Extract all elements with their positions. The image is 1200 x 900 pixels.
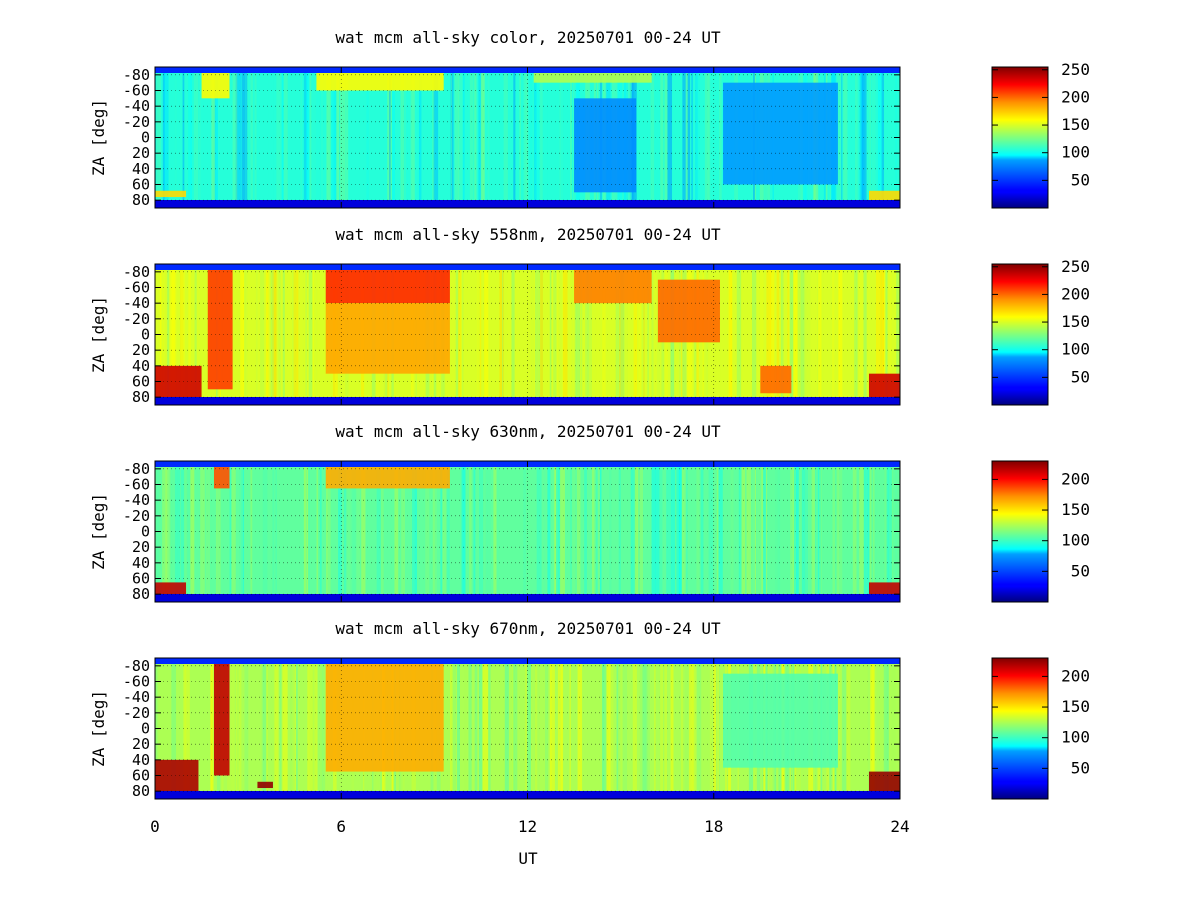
y-tick-label: -40 [123, 97, 150, 115]
colorbar [991, 263, 1049, 406]
y-tick-label: 60 [132, 373, 150, 391]
keogram-panel-2: wat mcm all-sky 558nm, 20250701 00-24 UT… [89, 225, 1090, 406]
y-tick-label: -80 [123, 460, 150, 478]
keogram-panel-3: wat mcm all-sky 630nm, 20250701 00-24 UT… [89, 422, 1090, 603]
y-axis-label: ZA [deg] [89, 690, 108, 767]
y-axis-label: ZA [deg] [89, 296, 108, 373]
y-tick-label: 80 [132, 782, 150, 800]
colorbar-tick-label: 50 [1071, 170, 1090, 189]
colorbar-tick-label: 150 [1061, 312, 1090, 331]
keogram-panel-1: wat mcm all-sky color, 20250701 00-24 UT… [89, 28, 1090, 209]
y-tick-label: 60 [132, 767, 150, 785]
y-tick-label: 60 [132, 176, 150, 194]
y-tick-label: 40 [132, 554, 150, 572]
x-tick-label: 12 [518, 817, 537, 836]
y-tick-label: -60 [123, 82, 150, 100]
y-tick-label: 0 [141, 326, 150, 344]
colorbar [991, 460, 1049, 603]
colorbar [991, 66, 1049, 209]
y-tick-label: 80 [132, 191, 150, 209]
colorbar-tick-label: 250 [1061, 60, 1090, 79]
x-tick-label: 24 [890, 817, 909, 836]
y-tick-label: 0 [141, 129, 150, 147]
y-tick-label: 40 [132, 357, 150, 375]
colorbar-tick-label: 100 [1061, 728, 1090, 747]
colorbar-tick-label: 150 [1061, 697, 1090, 716]
panel-title: wat mcm all-sky 558nm, 20250701 00-24 UT [335, 225, 721, 244]
y-tick-label: -20 [123, 507, 150, 525]
keogram-panel-4: wat mcm all-sky 670nm, 20250701 00-24 UT… [89, 619, 1090, 836]
panel-title: wat mcm all-sky 630nm, 20250701 00-24 UT [335, 422, 721, 441]
panel-title: wat mcm all-sky 670nm, 20250701 00-24 UT [335, 619, 721, 638]
grid [154, 67, 901, 208]
colorbar-tick-label: 100 [1061, 340, 1090, 359]
x-tick-label: 6 [336, 817, 346, 836]
y-tick-label: -20 [123, 704, 150, 722]
y-tick-label: 20 [132, 735, 150, 753]
colorbar-tick-label: 100 [1061, 143, 1090, 162]
grid [154, 461, 901, 602]
y-tick-label: -80 [123, 66, 150, 84]
y-tick-label: 0 [141, 720, 150, 738]
y-tick-label: -60 [123, 673, 150, 691]
y-tick-label: -80 [123, 657, 150, 675]
y-tick-label: 80 [132, 388, 150, 406]
y-tick-label: 20 [132, 538, 150, 556]
y-tick-label: 20 [132, 341, 150, 359]
y-tick-label: -20 [123, 310, 150, 328]
y-tick-label: 20 [132, 144, 150, 162]
y-tick-label: -60 [123, 279, 150, 297]
colorbar-tick-label: 200 [1061, 469, 1090, 488]
grid [154, 264, 901, 405]
panel-title: wat mcm all-sky color, 20250701 00-24 UT [335, 28, 721, 47]
x-axis-label: UT [518, 849, 538, 868]
y-tick-label: 40 [132, 160, 150, 178]
colorbar-tick-label: 50 [1071, 561, 1090, 580]
x-tick-label: 0 [150, 817, 160, 836]
y-tick-label: -40 [123, 294, 150, 312]
colorbar-tick-label: 50 [1071, 758, 1090, 777]
y-tick-label: 40 [132, 751, 150, 769]
y-axis-label: ZA [deg] [89, 99, 108, 176]
colorbar-tick-label: 200 [1061, 666, 1090, 685]
y-tick-label: -60 [123, 476, 150, 494]
y-axis-label: ZA [deg] [89, 493, 108, 570]
x-tick-label: 18 [704, 817, 723, 836]
y-tick-label: -80 [123, 263, 150, 281]
colorbar-tick-label: 150 [1061, 500, 1090, 519]
colorbar-tick-label: 250 [1061, 257, 1090, 276]
colorbar-tick-label: 200 [1061, 87, 1090, 106]
grid [154, 658, 901, 799]
y-tick-label: 80 [132, 585, 150, 603]
y-tick-label: -20 [123, 113, 150, 131]
colorbar-tick-label: 50 [1071, 367, 1090, 386]
y-tick-label: -40 [123, 491, 150, 509]
y-tick-label: -40 [123, 688, 150, 706]
colorbar-tick-label: 200 [1061, 284, 1090, 303]
colorbar-tick-label: 100 [1061, 531, 1090, 550]
colorbar [991, 657, 1049, 800]
y-tick-label: 0 [141, 523, 150, 541]
y-tick-label: 60 [132, 570, 150, 588]
colorbar-tick-label: 150 [1061, 115, 1090, 134]
